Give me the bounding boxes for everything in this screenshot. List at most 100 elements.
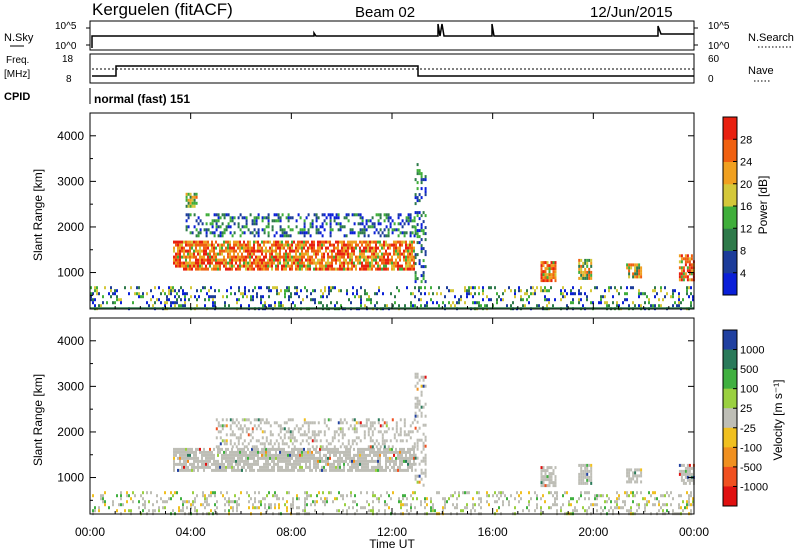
range-cell [434, 509, 436, 513]
range-cell [373, 468, 375, 472]
range-cell [424, 292, 426, 296]
range-cell [397, 453, 399, 457]
range-cell [418, 172, 421, 176]
velocity-colorbar-swatch [723, 349, 737, 370]
velocity-region-7 [92, 491, 694, 516]
range-cell [321, 468, 323, 472]
range-cell [540, 286, 542, 290]
range-cell [596, 494, 598, 498]
range-cell [333, 436, 336, 440]
range-cell [280, 301, 282, 305]
range-cell [304, 503, 306, 507]
range-cell [664, 295, 666, 299]
range-cell [309, 234, 312, 238]
range-cell [462, 491, 464, 495]
range-cell [259, 246, 261, 250]
range-cell [228, 497, 230, 501]
range-cell [263, 255, 265, 259]
range-cell [142, 509, 144, 513]
range-cell [287, 216, 290, 220]
range-cell [399, 462, 401, 466]
velocity-data-layer [92, 372, 695, 516]
range-cell [514, 506, 516, 510]
nave-tick-bottom: 0 [708, 74, 714, 85]
range-cell [268, 286, 270, 290]
range-cell [199, 459, 201, 463]
range-cell [444, 295, 446, 299]
range-cell [526, 298, 528, 302]
range-cell [678, 506, 680, 510]
range-cell [379, 468, 381, 472]
range-cell [301, 450, 303, 454]
range-cell [359, 459, 361, 463]
range-cell [420, 384, 423, 388]
range-cell [257, 418, 260, 422]
range-cell [347, 450, 349, 454]
range-cell [424, 232, 427, 236]
range-cell [309, 267, 311, 271]
range-cell [319, 459, 321, 463]
range-cell [389, 258, 391, 262]
range-cell [548, 472, 551, 476]
range-cell [261, 436, 264, 440]
range-cell [416, 223, 419, 227]
range-cell [183, 240, 185, 244]
range-cell [391, 465, 393, 469]
range-cell [333, 445, 336, 449]
range-cell [191, 231, 194, 235]
range-cell [401, 243, 403, 247]
range-cell [410, 494, 412, 498]
range-cell [588, 258, 591, 262]
range-cell [185, 219, 188, 223]
range-cell [213, 456, 215, 460]
range-cell [191, 195, 194, 199]
range-cell [343, 258, 345, 262]
range-cell [162, 500, 164, 504]
range-cell [626, 468, 629, 472]
range-cell [285, 240, 287, 244]
range-cell [474, 509, 476, 513]
range-cell [550, 466, 553, 470]
range-cell [684, 257, 687, 261]
range-cell [223, 228, 226, 232]
range-cell [178, 304, 180, 308]
range-cell [414, 426, 417, 430]
range-cell [409, 216, 412, 220]
range-cell [172, 301, 174, 305]
range-cell [387, 456, 389, 460]
range-cell [331, 447, 333, 451]
range-cell [329, 216, 332, 220]
range-cell [578, 289, 580, 293]
range-cell [273, 453, 275, 457]
range-cell [267, 234, 270, 238]
range-cell [224, 503, 226, 507]
range-cell [238, 298, 240, 302]
range-cell [426, 497, 428, 501]
range-cell [289, 450, 291, 454]
range-cell [422, 211, 425, 215]
range-cell [233, 258, 235, 262]
range-cell [259, 442, 262, 446]
range-cell [184, 298, 186, 302]
range-cell [326, 497, 328, 501]
range-cell [365, 228, 368, 232]
range-cell [416, 241, 419, 245]
range-cell [690, 478, 693, 482]
range-cell [350, 494, 352, 498]
range-cell [333, 465, 335, 469]
range-cell [562, 292, 564, 296]
range-cell [590, 261, 593, 265]
range-cell [194, 506, 196, 510]
range-cell [546, 264, 549, 268]
range-cell [237, 453, 239, 457]
range-cell [176, 491, 178, 495]
range-cell [219, 267, 221, 271]
range-cell [381, 465, 383, 469]
range-cell [538, 304, 540, 308]
range-cell [361, 456, 363, 460]
range-cell [319, 447, 321, 451]
range-cell [393, 222, 396, 226]
range-cell [405, 433, 408, 437]
range-cell [261, 228, 264, 232]
range-cell [295, 462, 297, 466]
